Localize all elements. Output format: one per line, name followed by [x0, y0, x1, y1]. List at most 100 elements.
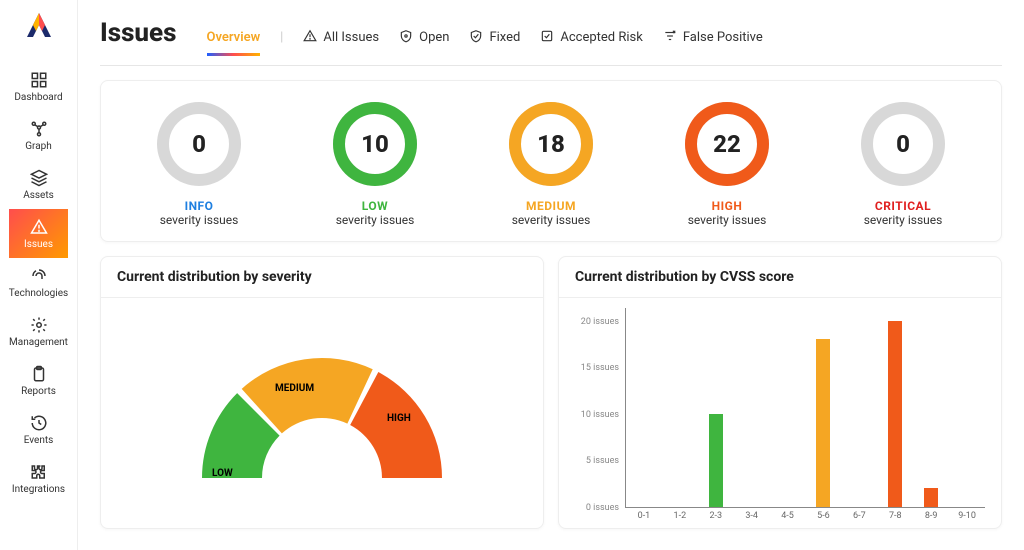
clipboard-icon [29, 364, 49, 384]
sidebar-item-assets[interactable]: Assets [9, 160, 68, 209]
severity-gauge-chart: LOW MEDIUM HIGH [162, 318, 482, 508]
page-header: Issues Overview|All IssuesOpenFixedAccep… [100, 18, 1002, 66]
severity-ring: 18 [506, 99, 596, 189]
tab-fixed[interactable]: Fixed [469, 29, 520, 57]
tab-label: Open [419, 30, 449, 45]
x-tick-label: 7-8 [889, 511, 902, 521]
sidebar-item-graph[interactable]: Graph [9, 111, 68, 160]
severity-label: HIGH [712, 199, 743, 213]
bar [924, 488, 938, 507]
assets-icon [29, 168, 49, 188]
severity-label: MEDIUM [526, 199, 576, 213]
x-tick-label: 0-1 [638, 511, 651, 521]
severity-summary-cards: 0INFOseverity issues10LOWseverity issues… [100, 80, 1002, 242]
checkbox-icon [540, 29, 554, 47]
panel-body: 0 issues 5 issues 10 issues 15 issues 20 iss… [559, 298, 1001, 528]
cvss-bar-chart: 0 issues5 issues10 issues15 issues20 iss… [575, 308, 985, 508]
severity-count: 10 [330, 99, 420, 189]
severity-subtext: severity issues [336, 213, 415, 227]
severity-card-high[interactable]: 22 HIGHseverity issues [639, 99, 815, 227]
bar [709, 414, 723, 507]
tab-label: Accepted Risk [560, 30, 642, 45]
tab-all-issues[interactable]: All Issues [303, 29, 379, 57]
severity-count: 0 [154, 99, 244, 189]
tab-false-positive[interactable]: False Positive [663, 29, 763, 57]
y-tick-label: 20 issues [581, 317, 619, 327]
severity-card-low[interactable]: 10LOWseverity issues [287, 99, 463, 227]
severity-count: 22 [682, 99, 772, 189]
logo [23, 10, 55, 42]
sidebar: Dashboard Graph Assets Issues Technologies Ma… [0, 0, 78, 550]
gauge-segment-label: LOW [212, 468, 233, 479]
gauge-segment-label: MEDIUM [275, 383, 314, 394]
severity-ring: 10 [330, 99, 420, 189]
x-tick-label: 5-6 [817, 511, 830, 521]
sidebar-item-integrations[interactable]: Integrations [9, 454, 68, 503]
tab-label: Fixed [489, 30, 520, 45]
tab-divider: | [280, 30, 283, 55]
severity-ring: 22 [682, 99, 772, 189]
issues-icon [29, 217, 49, 237]
tab-label: False Positive [683, 30, 763, 45]
x-tick-label: 9-10 [958, 511, 976, 521]
bar [888, 321, 902, 507]
y-tick-label: 0 issues [586, 503, 619, 513]
graph-icon [29, 119, 49, 139]
x-tick-label: 6-7 [853, 511, 866, 521]
severity-label: INFO [185, 199, 214, 213]
sidebar-item-management[interactable]: Management [9, 307, 68, 356]
triangle-alert-icon [303, 29, 317, 47]
panel-body: LOW MEDIUM HIGH [101, 298, 543, 528]
tab-label: Overview [207, 30, 261, 45]
sidebar-item-label: Assets [23, 190, 54, 201]
sidebar-item-label: Technologies [9, 288, 68, 299]
sidebar-item-reports[interactable]: Reports [9, 356, 68, 405]
sidebar-item-label: Reports [21, 386, 56, 397]
fingerprint-icon [29, 266, 49, 286]
sidebar-item-label: Graph [25, 141, 52, 152]
sidebar-item-label: Issues [24, 239, 53, 250]
filter-x-icon [663, 29, 677, 47]
x-tick-label: 2-3 [709, 511, 722, 521]
clock-icon [29, 413, 49, 433]
severity-subtext: severity issues [160, 213, 239, 227]
gauge-segment-label: HIGH [387, 413, 411, 424]
sidebar-item-label: Events [24, 435, 54, 446]
tab-accepted-risk[interactable]: Accepted Risk [540, 29, 642, 57]
tabs: Overview | All Issues Open Fixed Accepted Ris… [207, 29, 763, 57]
tab-open[interactable]: Open [399, 29, 449, 57]
main-content: Issues Overview|All IssuesOpenFixedAccep… [78, 0, 1024, 550]
severity-subtext: severity issues [512, 213, 591, 227]
severity-card-info[interactable]: 0 INFOseverity issues [111, 99, 287, 227]
panels-row: Current distribution by severity LOWMEDI… [100, 256, 1002, 529]
sidebar-item-issues[interactable]: Issues [9, 209, 68, 258]
severity-ring: 0 [858, 99, 948, 189]
y-tick-label: 5 issues [586, 456, 619, 466]
sidebar-item-technologies[interactable]: Technologies [9, 258, 68, 307]
severity-card-critical[interactable]: 0CRITICALseverity issues [815, 99, 991, 227]
severity-count: 0 [858, 99, 948, 189]
tab-label: All Issues [323, 30, 379, 45]
severity-card-medium[interactable]: 18 MEDIUMseverity issues [463, 99, 639, 227]
severity-subtext: severity issues [688, 213, 767, 227]
severity-ring: 0 [154, 99, 244, 189]
y-axis: 0 issues5 issues10 issues15 issues20 iss… [575, 308, 625, 508]
x-tick-label: 3-4 [745, 511, 758, 521]
sidebar-item-dashboard[interactable]: Dashboard [9, 62, 68, 111]
x-tick-label: 1-2 [674, 511, 687, 521]
y-tick-label: 10 issues [581, 410, 619, 420]
x-tick-label: 8-9 [925, 511, 938, 521]
bar [816, 339, 830, 506]
y-tick-label: 15 issues [581, 363, 619, 373]
panel-title: Current distribution by CVSS score [559, 257, 1001, 298]
sidebar-item-events[interactable]: Events [9, 405, 68, 454]
tab-overview[interactable]: Overview [207, 30, 261, 55]
sidebar-item-label: Integrations [12, 484, 65, 495]
severity-subtext: severity issues [864, 213, 943, 227]
sidebar-item-label: Management [9, 337, 68, 348]
x-tick-label: 4-5 [781, 511, 794, 521]
sidebar-item-label: Dashboard [14, 92, 62, 103]
dashboard-icon [29, 70, 49, 90]
shield-open-icon [399, 29, 413, 47]
severity-count: 18 [506, 99, 596, 189]
